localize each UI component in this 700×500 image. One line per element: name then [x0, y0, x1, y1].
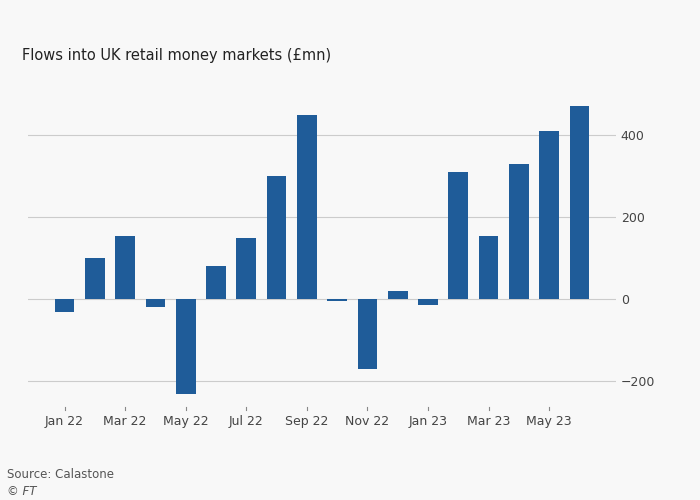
- Bar: [418, 299, 438, 306]
- Bar: [509, 164, 528, 299]
- Bar: [116, 236, 135, 299]
- Bar: [328, 299, 347, 302]
- Bar: [479, 236, 498, 299]
- Text: Source: Calastone: Source: Calastone: [7, 468, 114, 480]
- Bar: [297, 114, 316, 299]
- Bar: [85, 258, 105, 299]
- Bar: [539, 131, 559, 299]
- Bar: [570, 106, 589, 299]
- Bar: [388, 291, 407, 299]
- Bar: [237, 238, 256, 299]
- Bar: [55, 299, 74, 312]
- Bar: [358, 299, 377, 369]
- Text: © FT: © FT: [7, 485, 36, 498]
- Bar: [176, 299, 195, 394]
- Bar: [449, 172, 468, 299]
- Text: Flows into UK retail money markets (£mn): Flows into UK retail money markets (£mn): [22, 48, 331, 64]
- Bar: [206, 266, 226, 299]
- Bar: [146, 299, 165, 308]
- Bar: [267, 176, 286, 299]
